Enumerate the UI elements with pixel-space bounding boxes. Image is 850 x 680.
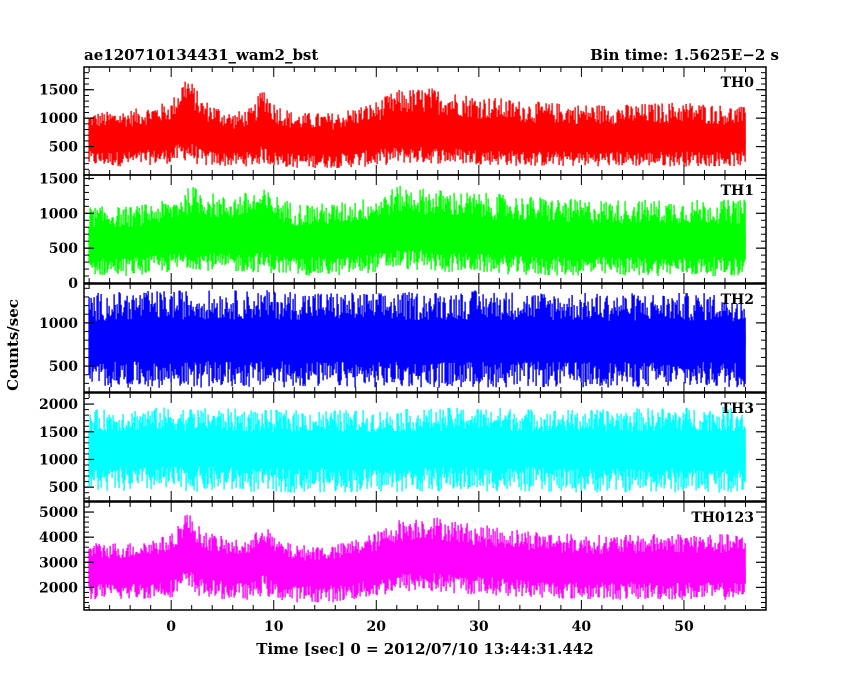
y-tick-label: 1000 — [39, 206, 78, 222]
panel-label: TH1 — [721, 183, 754, 199]
panel-th1: 0 500 1000 1500 TH1 — [39, 171, 767, 292]
x-tick-label: 30 — [469, 619, 489, 635]
y-tick-label: 1500 — [39, 425, 78, 441]
y-tick-label: 3000 — [39, 555, 78, 571]
panel-frame — [83, 283, 767, 393]
panel-label: TH2 — [721, 292, 754, 308]
panel-frame — [83, 174, 767, 284]
series-core-th1 — [88, 222, 746, 259]
panel-th0123: 2000 3000 4000 5000 TH0123 — [39, 501, 767, 611]
panel-th2: 500 1000 TH2 — [39, 283, 767, 393]
y-tick-label: 500 — [49, 480, 78, 496]
panel-th0: 500 1000 1500 TH0 — [39, 66, 767, 176]
x-tick-label: 20 — [367, 619, 387, 635]
x-tick-label: 50 — [674, 619, 694, 635]
panel-frame — [83, 392, 767, 502]
y-tick-label: 500 — [49, 359, 78, 375]
chart-title-right: Bin time: 1.5625E−2 s — [590, 46, 779, 64]
series-core-th2 — [88, 330, 746, 364]
y-axis-label: Counts/sec — [4, 299, 22, 391]
y-tick-label: 2000 — [39, 580, 78, 596]
y-tick-label: 4000 — [39, 530, 78, 546]
y-tick-label: 1500 — [39, 83, 78, 99]
chart-title-left: ae120710134431_wam2_bst — [84, 46, 318, 64]
y-tick-label: 1500 — [39, 171, 78, 187]
y-tick-label: 2000 — [39, 397, 78, 413]
series-core-th3 — [88, 439, 746, 470]
x-tick-label: 0 — [166, 619, 176, 635]
series-core-th0123 — [88, 542, 746, 587]
panel-label: TH3 — [721, 401, 754, 417]
y-tick-label: 1000 — [39, 452, 78, 468]
panel-frame — [83, 501, 767, 611]
series-core-th0 — [88, 113, 746, 155]
panel-th3: 500 1000 1500 2000 TH3 — [39, 392, 767, 502]
panel-label: TH0123 — [691, 510, 754, 526]
y-tick-label: 5000 — [39, 505, 78, 521]
y-tick-label: 500 — [49, 241, 78, 257]
x-axis-label: Time [sec] 0 = 2012/07/10 13:44:31.442 — [256, 640, 593, 658]
x-tick-label: 40 — [572, 619, 592, 635]
y-tick-label: 1000 — [39, 111, 78, 127]
y-tick-label: 500 — [49, 140, 78, 156]
x-tick-label: 10 — [264, 619, 284, 635]
y-tick-label: 1000 — [39, 316, 78, 332]
y-tick-label: 0 — [68, 276, 78, 292]
panel-label: TH0 — [721, 75, 755, 91]
